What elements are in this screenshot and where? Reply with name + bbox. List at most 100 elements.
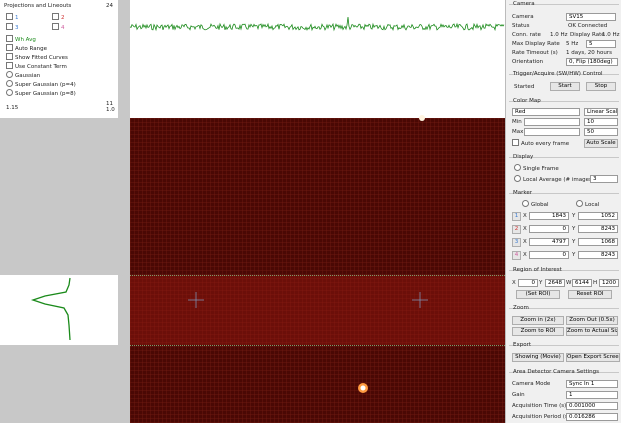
lineout-checkbox[interactable]: 2	[52, 13, 65, 22]
auto-scale-button[interactable]: Auto Scale	[584, 139, 618, 148]
field-label: Max Display Rate	[512, 40, 560, 48]
field-label: Camera	[512, 13, 534, 21]
axis-label: W	[566, 279, 571, 287]
label: 3	[15, 25, 19, 31]
marker-button[interactable]: 3	[512, 238, 521, 247]
setting-input[interactable]: Sync In 1	[566, 380, 618, 388]
lineout-checkbox[interactable]: 4	[52, 23, 65, 32]
setting-input[interactable]: 0.016286	[566, 413, 618, 421]
group-title: Display	[513, 153, 533, 161]
field-label: Max	[512, 128, 523, 136]
orientation-select[interactable]: 0, Flip (180deg)	[566, 58, 618, 66]
label: 1	[15, 15, 19, 21]
option-checkbox[interactable]: Use Constant Term	[6, 62, 67, 71]
status-value: OK Connected	[568, 22, 607, 30]
group-title: Zoom	[513, 304, 529, 312]
option-checkbox[interactable]: Auto Range	[6, 44, 47, 53]
min-input[interactable]: 10	[584, 118, 618, 126]
marker-y[interactable]: 1068	[578, 238, 618, 246]
zoom-button[interactable]: Zoom to ROI	[512, 327, 564, 336]
average-radio[interactable]: Local Average (# images)	[514, 175, 594, 184]
field-label: Camera Mode	[512, 380, 550, 388]
reset-roi-button[interactable]: Reset ROI	[568, 290, 612, 299]
fit-radio[interactable]: Gaussian	[6, 71, 40, 80]
marker-y[interactable]: 8243	[578, 251, 618, 259]
label: 2	[61, 15, 65, 21]
horizontal-profile	[130, 17, 504, 30]
lineout-checkbox[interactable]: 1	[6, 13, 19, 22]
group-title: Trigger/Acquire (SW/HW) Control	[513, 70, 603, 78]
marker-y[interactable]: 8243	[578, 225, 618, 233]
label: Show Fitted Curves	[15, 55, 68, 61]
label: Gaussian	[15, 73, 40, 79]
single-radio[interactable]: Single Frame	[514, 164, 559, 173]
global-radio[interactable]: Global	[522, 200, 549, 209]
option-checkbox[interactable]: Show Fitted Curves	[6, 53, 68, 62]
label: Auto Range	[15, 46, 47, 52]
marker-x[interactable]: 1843	[529, 212, 569, 220]
marker-button[interactable]: 1	[512, 212, 521, 221]
rate-input[interactable]: 5	[586, 40, 616, 48]
group-title: Projections and Lineouts	[4, 2, 71, 10]
count: 24	[106, 2, 113, 10]
marker-button[interactable]: 4	[512, 251, 521, 260]
camera-select[interactable]: SV15	[566, 13, 616, 21]
axis-label: Y	[539, 279, 542, 287]
fit-radio[interactable]: Super Gaussian (p=8)	[6, 89, 76, 98]
start-button[interactable]: Start	[550, 82, 580, 91]
marker-y[interactable]: 1052	[578, 212, 618, 220]
roi-input[interactable]: 2648	[545, 279, 565, 287]
field-label: Status	[512, 22, 530, 30]
field-label: Display Rate	[570, 31, 605, 39]
roi-input[interactable]: 6144	[572, 279, 592, 287]
marker-x[interactable]: 4797	[529, 238, 569, 246]
marker-x[interactable]: 0	[529, 225, 569, 233]
group-title: Export	[513, 341, 531, 349]
scale-select[interactable]: Linear Scale	[584, 108, 618, 116]
field-label: Min	[512, 118, 522, 126]
set-roi-button[interactable]: (Set ROI)	[516, 290, 560, 299]
fit-radio[interactable]: Super Gaussian (p=4)	[6, 80, 76, 89]
axis-label: X	[523, 251, 527, 259]
label: Auto every frame	[521, 141, 569, 147]
zoom-button[interactable]: Zoom Out (0.5x)	[566, 316, 618, 325]
zoom-button[interactable]: Zoom to Actual Size	[566, 327, 618, 336]
field-value: 5 Hz	[566, 40, 578, 48]
axis-label: Y	[572, 238, 575, 246]
axis-label: Y	[572, 251, 575, 259]
zoom-button[interactable]: Zoom in (2x)	[512, 316, 564, 325]
lineout-checkbox[interactable]: 3	[6, 23, 19, 32]
label: Wh Avg	[15, 37, 36, 43]
state: Started	[514, 83, 534, 91]
max-input[interactable]: 50	[584, 128, 618, 136]
option-checkbox[interactable]: Wh Avg	[6, 35, 36, 44]
auto-checkbox[interactable]: Auto every frame	[512, 139, 569, 148]
axis-label: X	[512, 279, 516, 287]
app-window: CameraCameraSV15StatusOK ConnectedConn. …	[0, 0, 621, 423]
axis-label: X	[523, 212, 527, 220]
setting-input[interactable]: 0.001000	[566, 402, 618, 410]
max-slider[interactable]	[524, 128, 580, 136]
local-radio[interactable]: Local	[576, 200, 599, 209]
label: Local Average (# images)	[523, 177, 594, 183]
field-value: 1.0 Hz	[550, 31, 568, 39]
label: 4	[61, 25, 65, 31]
stop-button[interactable]: Stop	[586, 82, 616, 91]
export-button[interactable]: Open Export Screen	[566, 353, 620, 362]
axis-label: H	[593, 279, 597, 287]
setting-input[interactable]: 1	[566, 391, 618, 399]
group-title: Color Map	[513, 97, 541, 105]
roi-input[interactable]: 0	[518, 279, 538, 287]
label: Single Frame	[523, 166, 559, 172]
marker-x[interactable]: 0	[529, 251, 569, 259]
label: Use Constant Term	[15, 64, 67, 70]
export-state[interactable]: Showing (Movie)	[512, 353, 564, 362]
map-select[interactable]: Red	[512, 108, 580, 116]
marker-button[interactable]: 2	[512, 225, 521, 234]
roi-input[interactable]: 1200	[599, 279, 619, 287]
min-slider[interactable]	[524, 118, 580, 126]
label: Local	[585, 202, 599, 208]
average-input[interactable]: 3	[590, 175, 618, 183]
marker-crosshair	[412, 292, 428, 308]
